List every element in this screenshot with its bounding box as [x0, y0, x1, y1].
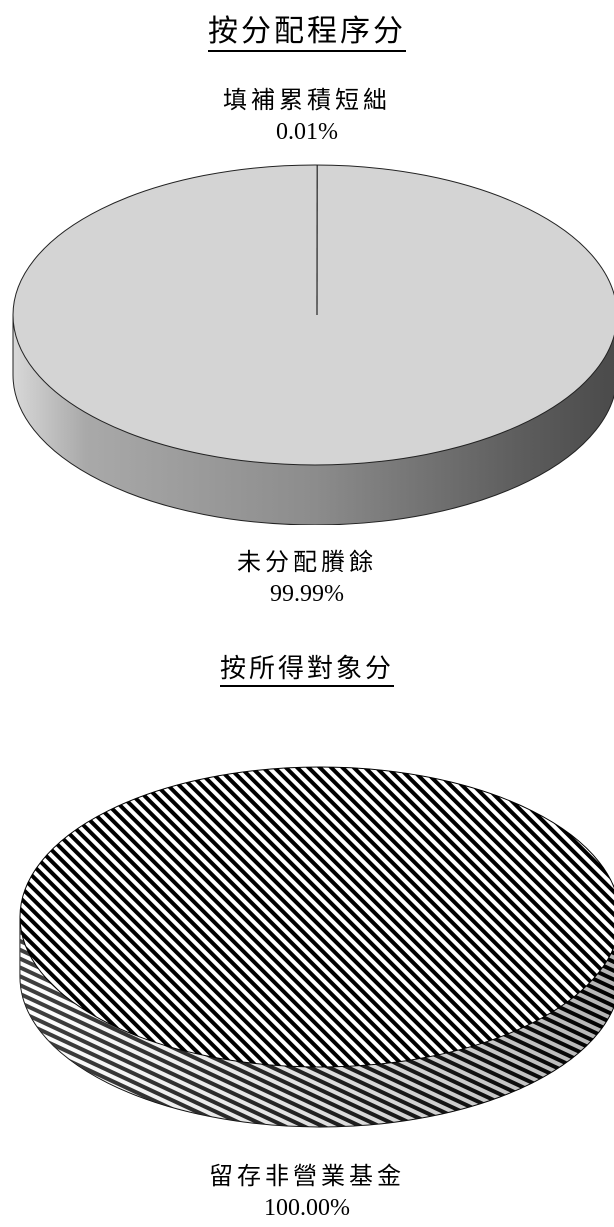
chart1-slice1-label: 填補累積短絀 0.01% — [0, 84, 614, 148]
chart2-slice1-label: 留存非營業基金 100.00% — [0, 1160, 614, 1224]
chart1-slice2-name: 未分配賸餘 — [237, 548, 377, 576]
chart2-pie — [19, 766, 614, 1128]
chart1-title: 按分配程序分 — [0, 6, 614, 52]
chart1-pie-top — [12, 164, 614, 466]
chart1-slice2-pct: 99.99% — [270, 581, 344, 607]
chart1-pie — [12, 164, 614, 525]
chart1-slice2-label: 未分配賸餘 99.99% — [0, 546, 614, 610]
chart2-title: 按所得對象分 — [0, 648, 614, 687]
chart2-slice1-pct: 100.00% — [264, 1195, 350, 1221]
chart1-slice1-name: 填補累積短絀 — [223, 86, 391, 114]
chart2-slice1-name: 留存非營業基金 — [209, 1162, 405, 1190]
chart2-pie-top — [19, 766, 614, 1068]
chart1-slice1-pct: 0.01% — [276, 119, 338, 145]
